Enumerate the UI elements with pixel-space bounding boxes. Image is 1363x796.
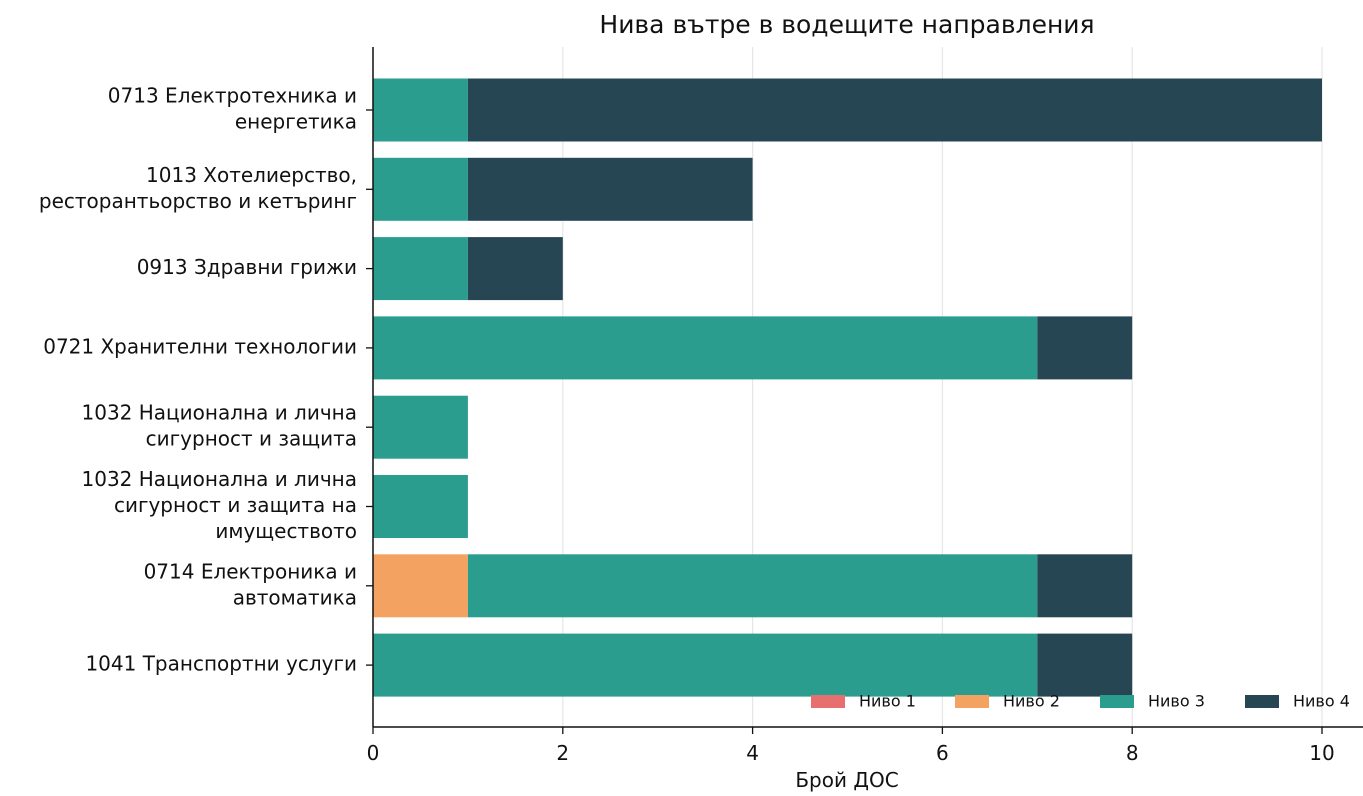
x-tick-label: 4 <box>746 741 759 765</box>
x-tick-label: 6 <box>936 741 949 765</box>
bars-group <box>373 78 1322 697</box>
bar-segment <box>467 237 563 301</box>
bar-segment <box>467 78 1322 142</box>
y-tick-label: 1041 Транспортни услуги <box>85 652 357 676</box>
axes-group <box>372 47 1363 728</box>
bar-segment <box>1037 316 1133 380</box>
legend: Ниво 1 Ниво 2 Ниво 3 Ниво 4 <box>811 692 1350 711</box>
bar-segment <box>373 316 1038 380</box>
bar-segment <box>373 395 468 459</box>
bar-segment <box>467 157 753 221</box>
legend-label: Ниво 1 <box>859 692 916 711</box>
x-tick-label: 8 <box>1126 741 1139 765</box>
x-tick-label: 10 <box>1309 741 1334 765</box>
y-ticks: 0713 Електротехника и енергетика 1013 Хоте… <box>39 84 373 676</box>
legend-label: Ниво 3 <box>1148 692 1205 711</box>
bar-segment <box>1037 554 1133 618</box>
chart-title: Нива вътре в водещите направления <box>599 10 1095 39</box>
y-tick-label: 1032 Национална и лична сигурност и защит… <box>82 467 358 543</box>
bar-segment <box>373 237 468 301</box>
x-ticks: 0 2 4 6 8 10 <box>367 727 1335 765</box>
grid-lines <box>372 47 1323 727</box>
legend-label: Ниво 2 <box>1003 692 1060 711</box>
bar-segment <box>373 475 468 538</box>
bar-segment <box>1037 633 1133 697</box>
y-tick-label: 1032 Национална и лична сигурност и защит… <box>82 401 358 451</box>
legend-label: Ниво 4 <box>1293 692 1350 711</box>
bar-segment <box>373 157 468 221</box>
y-tick-label: 0713 Електротехника и енергетика <box>108 84 357 134</box>
legend-swatch <box>1100 695 1134 708</box>
x-tick-label: 2 <box>556 741 569 765</box>
y-tick-label: 0913 Здравни грижи <box>137 255 357 279</box>
bar-segment <box>467 554 1038 618</box>
bar-segment <box>373 78 468 142</box>
x-tick-label: 0 <box>367 741 380 765</box>
legend-swatch <box>811 695 845 708</box>
legend-swatch <box>955 695 989 708</box>
y-tick-label: 0714 Електроника и автоматика <box>144 559 357 609</box>
y-tick-label: 0721 Хранителни технологии <box>43 334 357 358</box>
bar-segment <box>373 554 468 618</box>
y-tick-label: 1013 Хотелиерство, ресторантьорство и кет… <box>39 163 357 213</box>
legend-swatch <box>1245 695 1279 708</box>
bar-segment <box>373 633 1038 697</box>
x-axis-label: Брой ДОС <box>795 768 899 792</box>
